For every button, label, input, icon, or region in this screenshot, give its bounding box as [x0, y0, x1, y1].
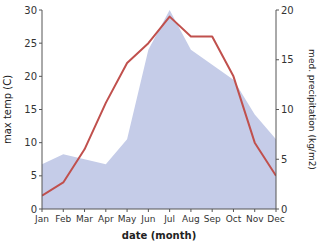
x-tick	[190, 209, 191, 212]
area	[42, 10, 276, 209]
x-tick-label: Oct	[226, 214, 242, 224]
y-tick	[39, 10, 42, 11]
y-tick-label: 15	[24, 104, 37, 115]
y-tick	[39, 209, 42, 210]
plot-area	[42, 10, 276, 209]
y-tick	[39, 175, 42, 176]
x-tick-label: Aug	[182, 214, 200, 224]
y2-tick	[276, 109, 279, 110]
y-tick-label: 25	[24, 38, 37, 49]
y2-axis-label: med. precipitation (kg/m2)	[307, 49, 317, 170]
x-tick-label: Nov	[246, 214, 264, 224]
x-tick-label: Jun	[140, 214, 155, 224]
x-tick	[148, 209, 149, 212]
x-tick	[254, 209, 255, 212]
x-axis-line	[42, 209, 276, 210]
page: {"chart_data": {"type": "line", "categor…	[0, 0, 318, 247]
y-tick-label: 10	[24, 137, 37, 148]
y2-tick-label: 10	[281, 104, 294, 115]
x-tick-label: Sep	[204, 214, 221, 224]
y-tick-label: 0	[31, 204, 37, 215]
y-tick	[39, 76, 42, 77]
y2-tick-label: 20	[281, 5, 294, 16]
chart: JanFebMarAprMayJunJulAugSepOctNovDec0510…	[0, 0, 318, 247]
y2-tick	[276, 10, 279, 11]
x-tick	[84, 209, 85, 212]
x-tick-label: Jan	[34, 214, 49, 224]
y2-tick-label: 5	[281, 154, 287, 165]
y2-tick	[276, 209, 279, 210]
x-tick	[63, 209, 64, 212]
x-tick-label: Feb	[55, 214, 71, 224]
y2-tick	[276, 159, 279, 160]
y2-tick-label: 15	[281, 54, 294, 65]
y-tick-label: 5	[31, 170, 37, 181]
axes: JanFebMarAprMayJunJulAugSepOctNovDec0510…	[24, 5, 293, 225]
y-tick	[39, 109, 42, 110]
y2-tick	[276, 59, 279, 60]
x-tick-label: Jul	[163, 214, 175, 224]
x-axis-label: date (month)	[122, 230, 196, 241]
x-tick	[127, 209, 128, 212]
y-axis-label: max temp (C)	[2, 75, 13, 144]
y-tick	[39, 142, 42, 143]
y2-tick-label: 0	[281, 204, 287, 215]
x-tick-label: Dec	[267, 214, 284, 224]
x-tick	[233, 209, 234, 212]
y-tick-label: 30	[24, 5, 37, 16]
x-tick-label: May	[118, 214, 137, 224]
x-tick-label: Mar	[76, 214, 93, 224]
y-tick-label: 20	[24, 71, 37, 82]
x-tick-label: Apr	[98, 214, 114, 224]
x-tick	[105, 209, 106, 212]
line	[42, 17, 276, 196]
y-tick	[39, 43, 42, 44]
x-tick	[212, 209, 213, 212]
x-tick	[169, 209, 170, 212]
